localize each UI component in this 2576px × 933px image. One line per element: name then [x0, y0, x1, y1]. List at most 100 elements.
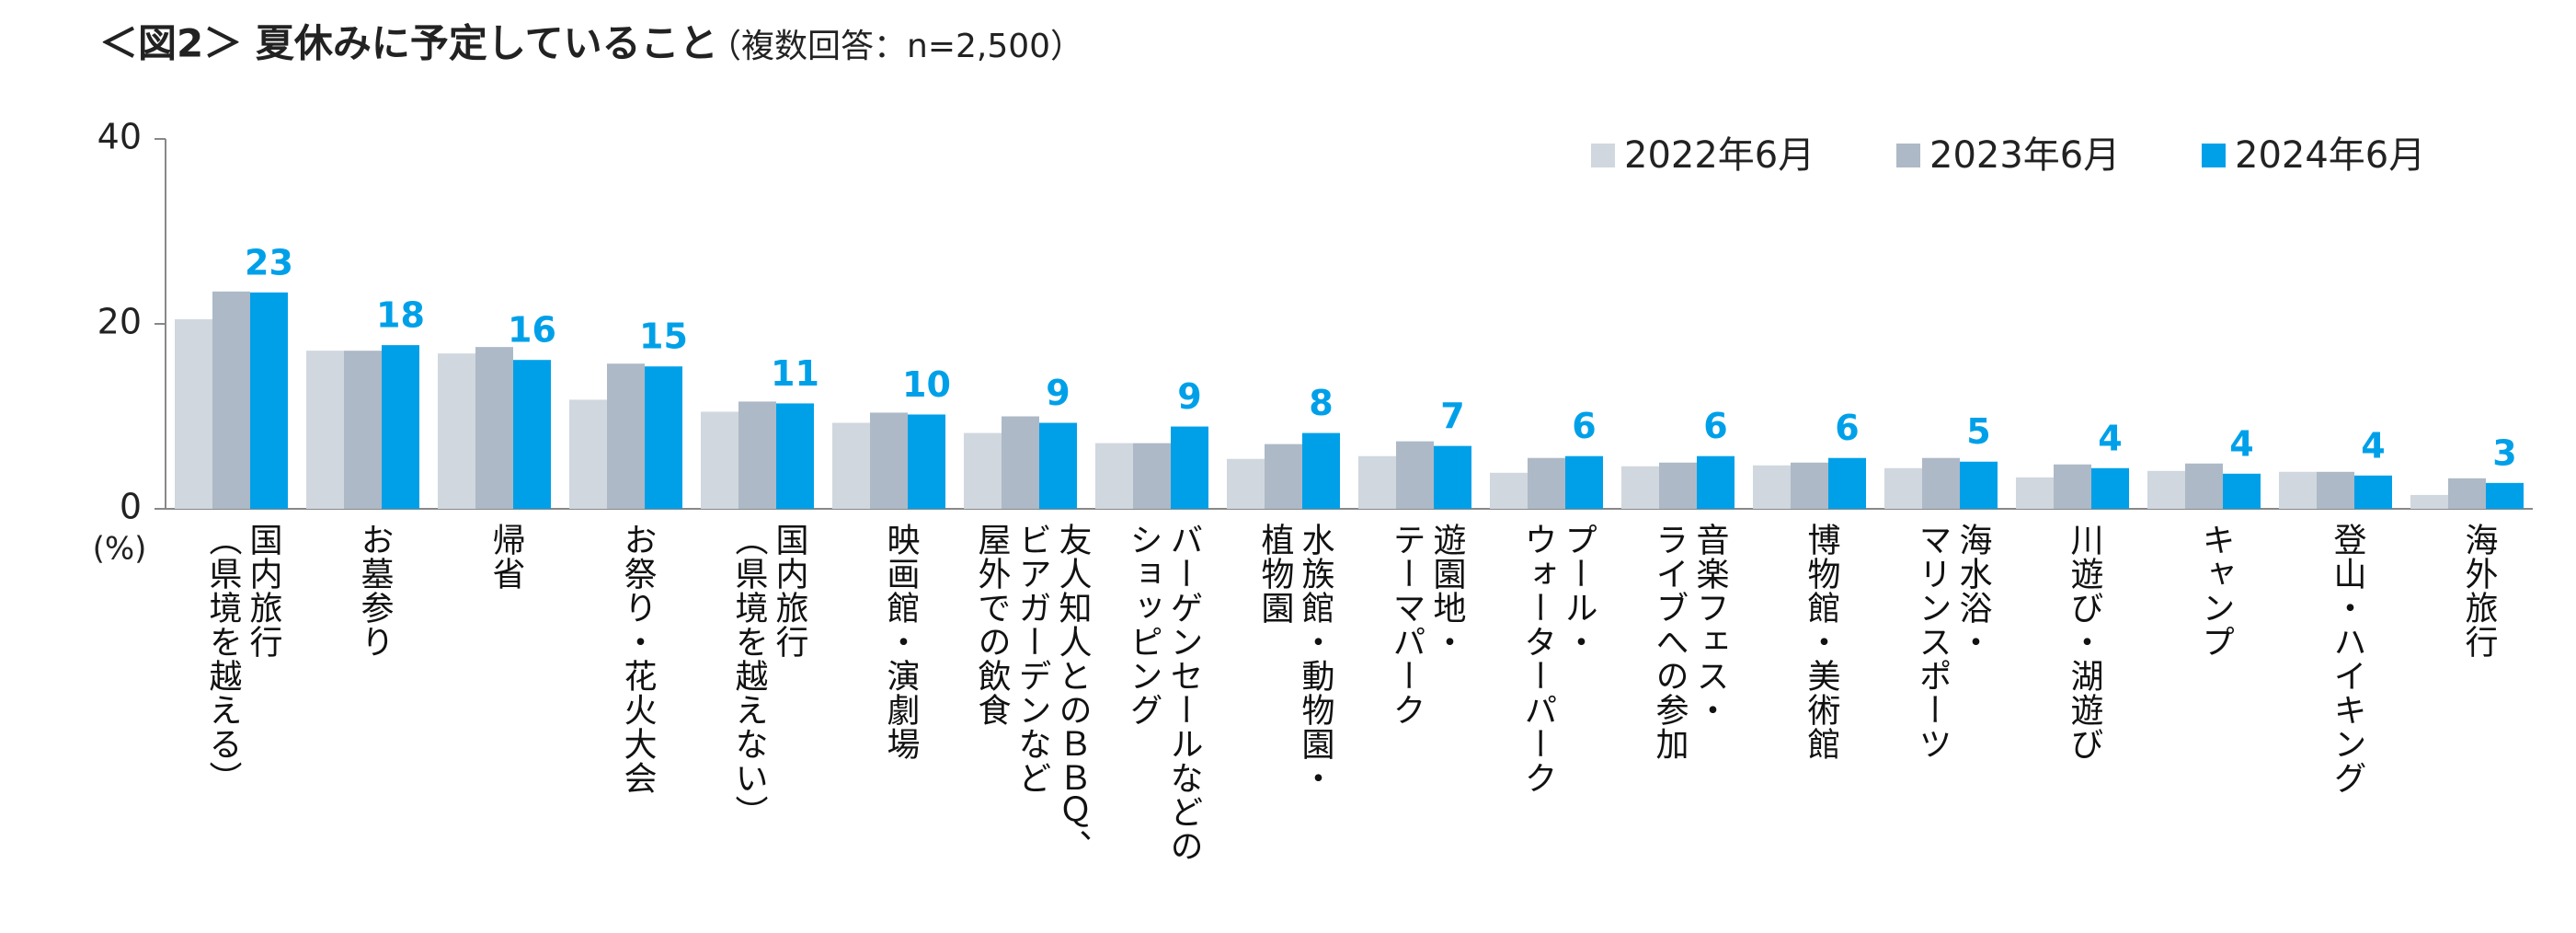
- x-tick-label: キャンプ: [2196, 523, 2235, 659]
- value-label: 18: [376, 295, 425, 336]
- bar: [2016, 477, 2054, 509]
- value-label: 9: [1046, 373, 1070, 413]
- bar: [1753, 465, 1791, 509]
- x-tick-label: 映画館・演劇場: [881, 523, 920, 761]
- bar: [569, 399, 607, 509]
- x-tick-label: 水族館・動物園・ 植物園: [1255, 523, 1334, 795]
- bar: [1791, 462, 1828, 509]
- bar: [870, 412, 908, 509]
- bar: [701, 411, 738, 509]
- bar: [1621, 466, 1659, 509]
- x-tick-label: 帰省: [487, 523, 525, 591]
- bar: [2448, 478, 2486, 509]
- value-label: 5: [1966, 411, 1990, 452]
- bar: [2410, 494, 2448, 509]
- x-tick-label: お祭り・花火大会: [618, 523, 657, 795]
- bar: [1302, 432, 1340, 509]
- legend-label: 2022年6月: [1624, 134, 1815, 177]
- bar: [1960, 461, 1998, 509]
- legend-swatch: [1896, 144, 1920, 167]
- bar: [1002, 416, 1039, 509]
- x-tick-label: 海外旅行: [2459, 523, 2498, 659]
- bar: [1133, 443, 1171, 509]
- bar: [212, 291, 250, 509]
- bar: [1565, 455, 1603, 509]
- y-tick-label: 20: [97, 302, 142, 342]
- legend-label: 2024年6月: [2235, 134, 2425, 177]
- bar: [1171, 426, 1208, 509]
- bar: [1922, 457, 1960, 509]
- chart-subtitle: （複数回答：n=2,500）: [708, 28, 1083, 65]
- bar: [175, 318, 212, 509]
- x-tick-label: 音楽フェス・ ライブへの参加: [1650, 523, 1729, 761]
- y-axis-label: (%): [93, 531, 147, 568]
- x-tick-label: プール・ ウォーターパーク: [1518, 523, 1597, 795]
- x-tick-label: 遊園地・ テーマパーク: [1387, 523, 1466, 727]
- bar: [2223, 473, 2261, 509]
- x-tick-label: 登山・ハイキング: [2328, 523, 2366, 795]
- x-tick-label: 友人知人とのＢＢＱ、 ビアガーデンなど 屋外での飲食: [972, 523, 1092, 863]
- value-label: 9: [1177, 376, 1201, 417]
- bar: [832, 422, 870, 509]
- bar: [382, 345, 419, 509]
- bar: [2279, 471, 2317, 509]
- bar: [475, 347, 513, 509]
- x-tick-label: 博物館・美術館: [1802, 523, 1840, 761]
- bar: [1490, 472, 1528, 509]
- legend-swatch: [1591, 144, 1615, 167]
- bar: [2486, 482, 2524, 509]
- bar: [645, 366, 682, 509]
- legend-swatch: [2202, 144, 2226, 167]
- bar: [1659, 462, 1697, 509]
- chart-title: ＜図2＞ 夏休みに予定していること: [99, 21, 718, 66]
- bar: [738, 401, 776, 509]
- y-tick-label: 0: [120, 487, 142, 527]
- bar: [1227, 458, 1265, 509]
- bar: [438, 353, 475, 509]
- bar: [1884, 467, 1922, 509]
- bar: [2147, 470, 2185, 509]
- bar: [776, 403, 814, 509]
- bar: [2185, 463, 2223, 509]
- bar: [1358, 455, 1396, 509]
- y-tick-label: 40: [97, 117, 142, 157]
- bar: [1434, 445, 1471, 509]
- bar: [1396, 441, 1434, 509]
- bar: [344, 351, 382, 509]
- value-label: 3: [2492, 432, 2516, 473]
- bar: [607, 363, 645, 509]
- value-label: 6: [1572, 406, 1596, 446]
- value-label: 4: [2098, 418, 2122, 458]
- bar: [908, 414, 945, 509]
- bar: [2317, 471, 2354, 509]
- bar: [2354, 475, 2392, 509]
- value-label: 23: [245, 242, 293, 282]
- bar: [964, 432, 1002, 509]
- value-label: 7: [1440, 396, 1464, 436]
- x-tick-label: お墓参り: [355, 523, 394, 659]
- bar: [2054, 464, 2091, 509]
- x-tick-label: 海水浴・ マリンスポーツ: [1913, 523, 1992, 761]
- x-tick-label: バーゲンセールなどの ショッピング: [1124, 523, 1203, 863]
- value-label: 8: [1309, 383, 1333, 423]
- bar: [513, 360, 551, 509]
- bar: [1265, 443, 1302, 509]
- bar: [250, 292, 288, 509]
- bar: [1039, 422, 1077, 509]
- value-label: 6: [1703, 406, 1727, 446]
- bar: [1697, 455, 1735, 509]
- value-label: 4: [2229, 423, 2253, 464]
- value-label: 10: [902, 364, 951, 405]
- bar: [306, 351, 344, 509]
- x-tick-label: 国内旅行 （県境を越える）: [203, 523, 282, 795]
- value-label: 6: [1835, 408, 1859, 448]
- x-tick-label: 川遊び・湖遊び: [2065, 523, 2103, 761]
- value-label: 16: [508, 310, 556, 351]
- bar: [1528, 457, 1565, 509]
- legend-label: 2023年6月: [1929, 134, 2120, 177]
- bar: [1828, 457, 1866, 509]
- x-tick-label: 国内旅行 （県境を越えない）: [729, 523, 808, 829]
- value-label: 15: [639, 317, 688, 357]
